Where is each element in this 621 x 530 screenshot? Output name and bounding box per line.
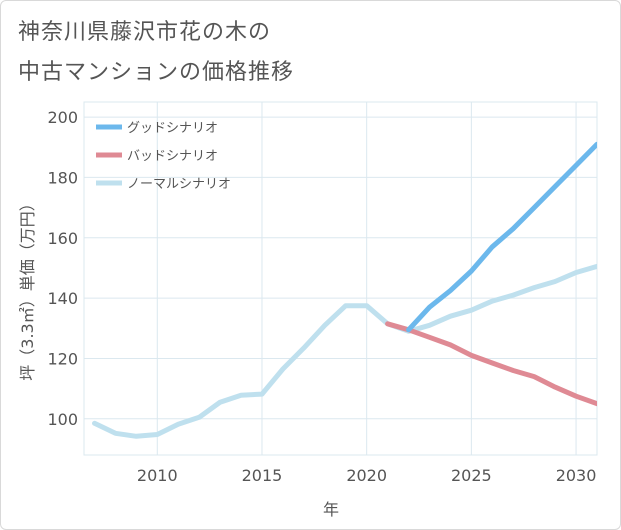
chart-title-line-1: 神奈川県藤沢市花の木の xyxy=(18,20,272,45)
chart-title-line-2: 中古マンションの価格推移 xyxy=(18,60,295,85)
y-tick-label: 180 xyxy=(47,168,78,187)
y-axis-title: 坪（3.3㎡）単価（万円） xyxy=(18,195,37,380)
axis-ticks: 100 120 140 160 180 200 2010 2015 2020 2025 2030 xyxy=(47,108,596,485)
y-tick-label: 100 xyxy=(47,410,78,429)
x-tick-label: 2015 xyxy=(242,466,283,485)
y-tick-label: 200 xyxy=(47,108,78,127)
y-tick-label: 120 xyxy=(47,349,78,368)
series-line-1 xyxy=(385,321,597,407)
legend-label-0: グッドシナリオ xyxy=(127,121,218,136)
x-tick-label: 2020 xyxy=(346,466,387,485)
y-tick-label: 160 xyxy=(47,229,78,248)
x-axis-title: 年 xyxy=(323,500,339,519)
x-tick-label: 2025 xyxy=(451,466,492,485)
series-line-2 xyxy=(92,263,597,439)
series-line-0 xyxy=(406,141,597,333)
x-tick-label: 2030 xyxy=(556,466,597,485)
legend-label-2: ノーマルシナリオ xyxy=(127,177,231,192)
x-tick-label: 2010 xyxy=(137,466,178,485)
plot-area-border xyxy=(83,101,598,456)
series-lines xyxy=(92,141,597,439)
grid-lines xyxy=(83,101,598,456)
y-tick-label: 140 xyxy=(47,289,78,308)
legend-label-1: バッドシナリオ xyxy=(127,149,218,164)
